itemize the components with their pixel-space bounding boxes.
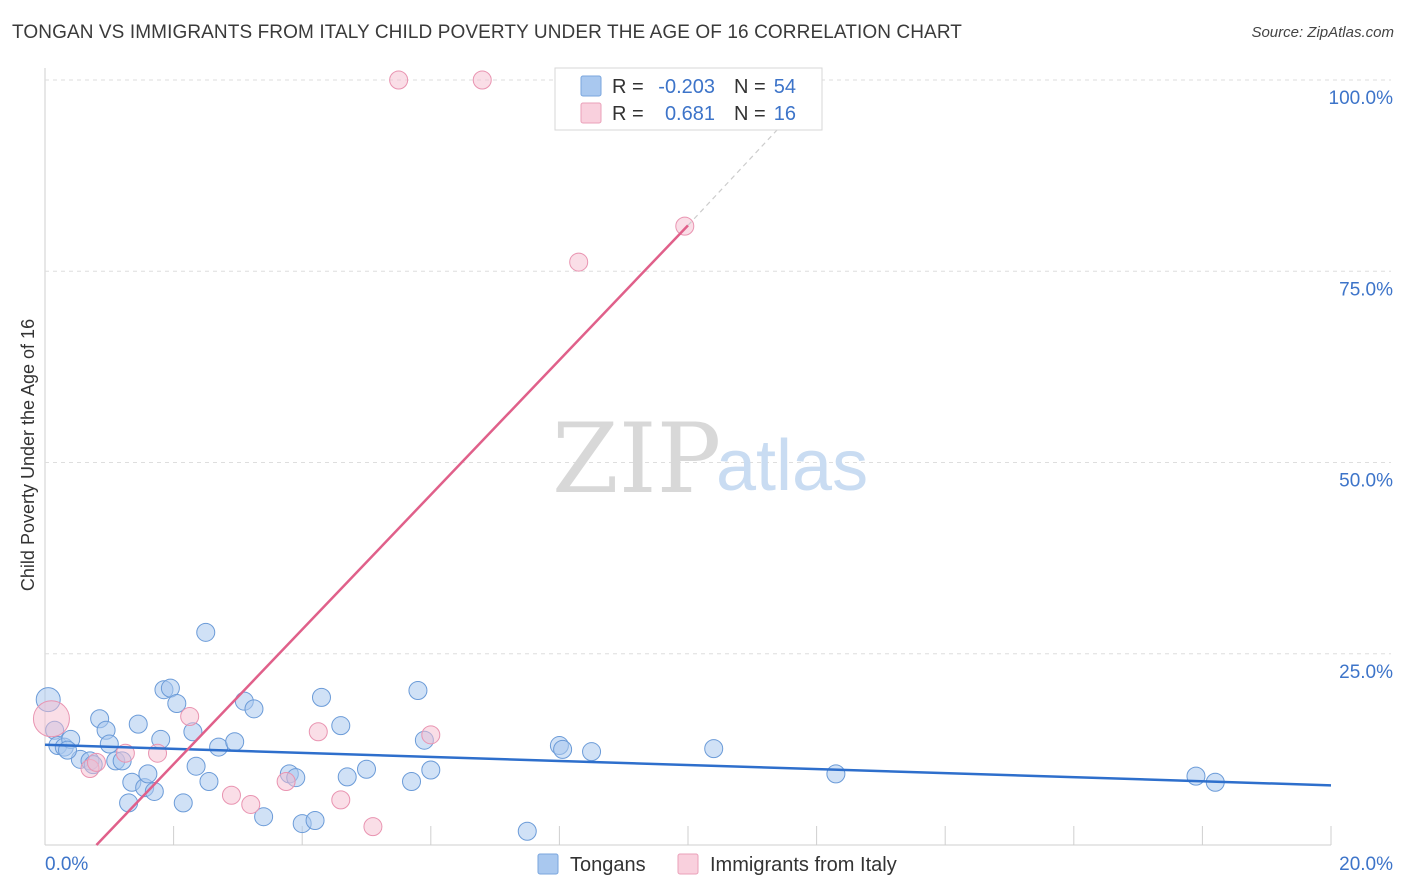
- tongans-point: [582, 742, 602, 762]
- watermark-zip: ZIP: [552, 403, 721, 515]
- tongans-point: [144, 781, 164, 801]
- x-tick-label: 0.0%: [45, 854, 88, 875]
- tongans-point: [128, 714, 148, 734]
- r-label: R =: [612, 103, 644, 125]
- tongans-point: [553, 739, 573, 759]
- y-tick-label: 100.0%: [1329, 88, 1394, 109]
- tongans-point: [167, 693, 187, 713]
- tongans-point: [421, 760, 441, 780]
- italy-point: [86, 752, 106, 772]
- tongans-point: [704, 739, 724, 759]
- tongans-point: [209, 737, 229, 757]
- y-tick-labels: 25.0% 50.0% 75.0% 100.0%: [1329, 88, 1394, 683]
- italy-r-value: 0.681: [665, 103, 715, 125]
- x-tick-labels: 0.0% 20.0%: [45, 854, 1393, 875]
- italy-n-value: 16: [774, 103, 796, 125]
- tongans-point: [337, 767, 357, 787]
- watermark-atlas: atlas: [716, 426, 868, 506]
- tongans-point: [173, 793, 193, 813]
- tongans-point: [138, 764, 158, 784]
- legend-italy-swatch: [677, 853, 699, 875]
- series-legend: Tongans Immigrants from Italy: [537, 853, 897, 876]
- italy-point: [569, 252, 589, 272]
- italy-point: [331, 790, 351, 810]
- tongans-point: [199, 772, 219, 792]
- legend-italy-label: Immigrants from Italy: [710, 854, 897, 876]
- tongans-point: [517, 821, 537, 841]
- chart-title: TONGAN VS IMMIGRANTS FROM ITALY CHILD PO…: [12, 22, 963, 43]
- tongans-point: [58, 740, 78, 760]
- italy-point: [308, 722, 328, 742]
- y-tick-label: 50.0%: [1339, 471, 1393, 492]
- legend-tongans-label: Tongans: [570, 854, 646, 876]
- y-axis-label: Child Poverty Under the Age of 16: [18, 319, 38, 591]
- stats-legend: R = -0.203 N = 54 R = 0.681 N = 16: [554, 67, 823, 131]
- tongans-point: [244, 699, 264, 719]
- italy-swatch: [580, 102, 602, 124]
- italy-point: [221, 785, 241, 805]
- tongans-trend-line: [44, 743, 1332, 787]
- n-label: N =: [734, 103, 766, 125]
- tongans-r-value: -0.203: [658, 76, 715, 98]
- italy-point: [363, 817, 383, 837]
- y-tick-label: 25.0%: [1339, 662, 1393, 683]
- points-layer: [32, 70, 1225, 841]
- tongans-point: [225, 732, 245, 752]
- italy-point: [180, 706, 200, 726]
- tongans-point: [186, 756, 206, 776]
- source-label: Source: ZipAtlas.com: [1251, 24, 1394, 41]
- tongans-point: [311, 687, 331, 707]
- tongans-point: [254, 807, 274, 827]
- italy-point: [675, 216, 695, 236]
- watermark: ZIP atlas: [552, 403, 868, 515]
- tongans-point: [826, 764, 846, 784]
- x-tick-label: 20.0%: [1339, 854, 1393, 875]
- tongans-point: [99, 734, 119, 754]
- italy-point: [421, 725, 441, 745]
- italy-point: [276, 772, 296, 792]
- tongans-point: [305, 811, 325, 831]
- italy-point: [472, 70, 492, 90]
- tongans-point: [357, 759, 376, 779]
- italy-point: [32, 700, 70, 738]
- tongans-point: [402, 772, 422, 792]
- tongans-n-value: 54: [774, 76, 796, 98]
- r-label: R =: [612, 76, 644, 98]
- italy-point: [241, 794, 261, 814]
- tongans-point: [331, 716, 351, 736]
- tongans-point: [196, 622, 216, 642]
- tongans-point: [408, 680, 428, 700]
- tongans-swatch: [580, 75, 602, 97]
- italy-point: [389, 70, 409, 90]
- italy-trend-line: [95, 224, 689, 846]
- n-label: N =: [734, 76, 766, 98]
- y-tick-label: 75.0%: [1339, 279, 1393, 300]
- legend-tongans-swatch: [537, 853, 559, 875]
